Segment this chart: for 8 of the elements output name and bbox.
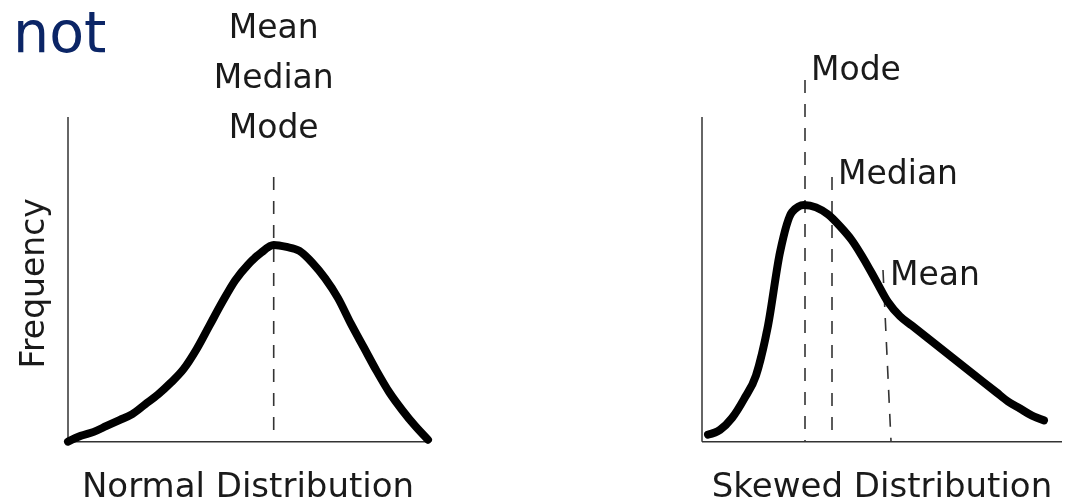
x-axis-title: Normal Distribution (81, 465, 415, 503)
text: Mean Median Mode (213, 7, 334, 146)
text: not (13, 0, 107, 65)
text: Mode (811, 49, 901, 88)
text: Median (838, 153, 959, 192)
annotation: Mean (890, 254, 980, 293)
y-axis-title: Frequency (13, 198, 52, 369)
x-axis-title: Skewed Distribution (711, 465, 1053, 503)
